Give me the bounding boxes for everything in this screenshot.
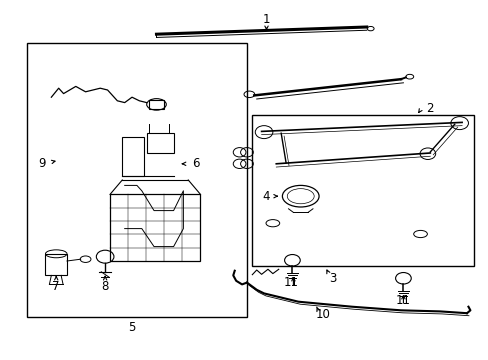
- Text: 2: 2: [426, 102, 433, 114]
- Text: 3: 3: [328, 273, 336, 285]
- Text: 11: 11: [283, 276, 298, 289]
- Text: 11: 11: [395, 294, 410, 307]
- Text: 1: 1: [262, 13, 270, 26]
- Text: 7: 7: [52, 280, 60, 293]
- Bar: [146, 133, 173, 153]
- Text: 8: 8: [101, 280, 109, 293]
- Text: 9: 9: [38, 157, 45, 170]
- Text: 4: 4: [262, 190, 270, 203]
- Bar: [122, 137, 144, 176]
- Bar: [251, 115, 473, 266]
- Bar: [27, 43, 246, 317]
- Text: 10: 10: [315, 309, 329, 321]
- Bar: [45, 254, 67, 275]
- Bar: [110, 194, 200, 261]
- Bar: [149, 100, 163, 109]
- Text: 5: 5: [128, 321, 136, 334]
- Text: 6: 6: [191, 157, 199, 170]
